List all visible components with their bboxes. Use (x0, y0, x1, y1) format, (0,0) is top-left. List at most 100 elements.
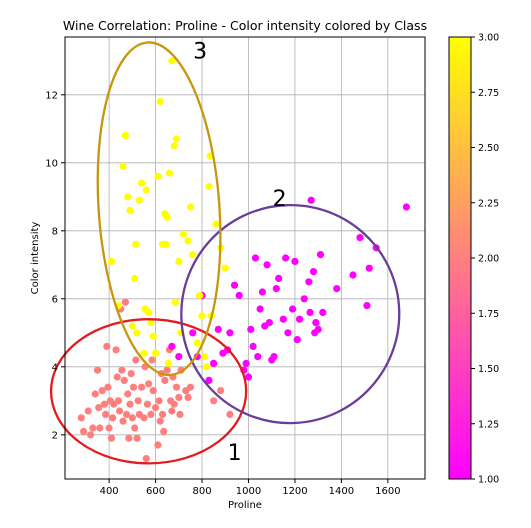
data-point-class-1 (217, 387, 225, 395)
data-point-class-2 (214, 325, 222, 333)
data-point-class-2 (230, 281, 239, 289)
colorbar-tick-label: 2.00 (478, 254, 499, 265)
data-point-class-3 (140, 349, 148, 357)
data-point-class-3 (119, 162, 127, 170)
data-point-class-3 (221, 264, 229, 272)
data-point-class-2 (363, 302, 371, 310)
data-point-class-1 (84, 407, 92, 415)
data-point-class-3 (142, 186, 150, 194)
data-point-class-3 (212, 220, 220, 228)
data-point-class-1 (125, 434, 133, 442)
plot-frame (64, 36, 426, 480)
data-point-class-1 (124, 390, 132, 398)
data-point-class-2 (279, 315, 287, 323)
data-point-class-1 (138, 383, 146, 391)
data-point-class-3 (163, 213, 171, 221)
data-point-class-3 (170, 142, 178, 150)
data-point-class-3 (126, 206, 134, 214)
x-tick-label: 1200 (282, 486, 307, 497)
data-point-class-1 (126, 400, 134, 408)
colorbar-ticks: 1.00 1.25 1.50 1.75 2.00 2.25 2.50 2.75 3.00 (471, 33, 499, 486)
data-point-class-1 (100, 400, 109, 408)
data-point-class-2 (263, 261, 271, 269)
data-point-class-1 (98, 387, 106, 395)
data-point-class-2 (402, 203, 411, 211)
data-point-class-3 (107, 257, 116, 265)
data-point-class-1 (129, 383, 138, 391)
data-point-class-1 (119, 417, 127, 425)
data-point-class-2 (270, 353, 278, 361)
data-point-class-3 (151, 349, 160, 357)
colorbar-tick-label: 1.25 (478, 419, 499, 430)
data-point-class-1 (186, 383, 195, 391)
data-point-class-1 (163, 366, 171, 374)
data-point-class-3 (179, 230, 188, 238)
data-point-class-2 (306, 308, 314, 316)
y-tick-label: 4 (52, 362, 58, 373)
data-point-class-1 (86, 431, 95, 439)
data-point-class-1 (107, 434, 116, 442)
data-point-class-2 (356, 234, 364, 242)
data-point-class-3 (200, 353, 208, 361)
data-point-class-1 (154, 441, 162, 449)
cluster-ellipse-1 (49, 318, 248, 465)
data-point-class-2 (291, 257, 299, 265)
y-tick-label: 10 (45, 158, 58, 169)
data-point-class-1 (113, 373, 121, 381)
data-point-class-1 (103, 342, 111, 350)
data-point-class-3 (205, 183, 213, 191)
data-point-class-1 (160, 427, 168, 435)
data-point-class-1 (168, 407, 176, 415)
cluster-label-1: 1 (228, 441, 242, 466)
data-point-class-2 (235, 291, 243, 299)
y-tick-label: 2 (52, 430, 58, 441)
data-point-class-3 (175, 257, 183, 265)
data-point-class-2 (333, 285, 341, 293)
data-point-class-2 (247, 325, 255, 333)
data-point-class-3 (184, 237, 192, 245)
x-tick-label: 1400 (329, 486, 354, 497)
data-point-class-3 (189, 251, 197, 259)
data-point-class-2 (256, 305, 264, 313)
data-point-class-2 (307, 196, 315, 204)
colorbar-tick-label: 1.75 (478, 309, 499, 320)
data-point-class-2 (189, 329, 197, 337)
cluster-label-3: 3 (193, 40, 207, 65)
data-point-class-2 (205, 376, 213, 384)
data-point-class-3 (128, 322, 136, 330)
data-point-class-1 (89, 424, 97, 432)
data-point-class-1 (145, 380, 153, 388)
data-point-class-2 (293, 336, 301, 344)
data-point-class-1 (114, 397, 123, 405)
data-point-class-1 (156, 417, 164, 425)
cluster-label-2: 2 (273, 187, 287, 212)
data-point-class-2 (284, 329, 292, 337)
data-point-class-3 (138, 179, 146, 187)
data-point-class-1 (161, 376, 169, 384)
data-point-class-1 (175, 393, 183, 401)
data-point-class-2 (249, 342, 257, 350)
data-points (77, 57, 411, 463)
data-point-class-2 (305, 278, 313, 286)
data-point-class-1 (149, 387, 157, 395)
class-annotations: 1 2 3 (49, 40, 401, 466)
data-point-class-2 (210, 359, 218, 367)
data-point-class-2 (265, 319, 273, 327)
data-point-class-1 (104, 383, 112, 391)
data-point-class-1 (109, 414, 117, 422)
data-point-class-2 (175, 353, 183, 361)
x-tick-label: 800 (192, 486, 211, 497)
data-point-class-2 (316, 251, 325, 259)
data-point-class-3 (203, 363, 211, 371)
data-point-class-1 (176, 410, 184, 418)
data-point-class-3 (149, 332, 157, 340)
data-point-class-1 (127, 370, 135, 378)
data-point-class-1 (128, 414, 136, 422)
data-point-class-1 (158, 410, 167, 418)
data-point-class-2 (275, 274, 283, 282)
data-point-class-1 (143, 400, 152, 408)
data-point-class-1 (134, 397, 142, 405)
data-point-class-3 (133, 329, 141, 337)
